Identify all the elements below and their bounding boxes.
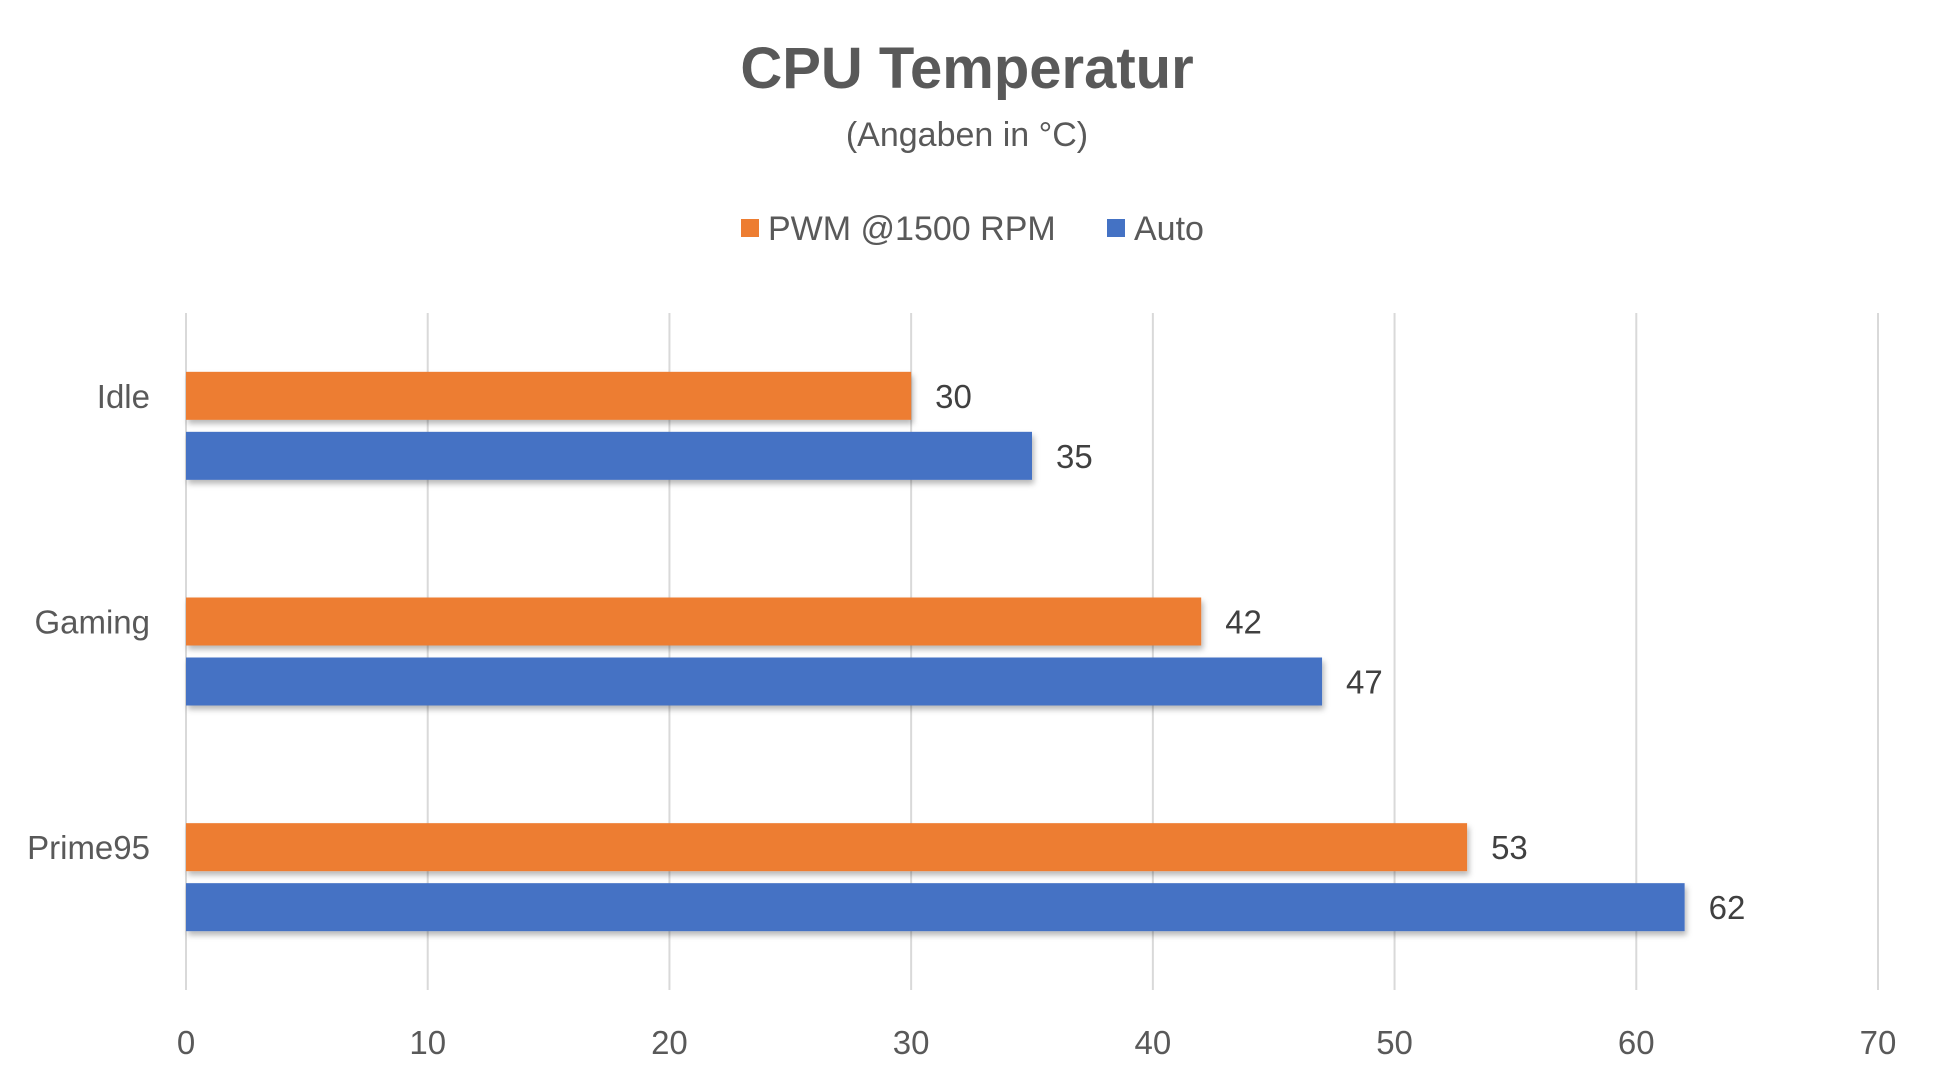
data-label-prime95-pwm: 53 [1491, 829, 1528, 866]
bars [186, 371, 1685, 932]
bar-idle-auto [186, 431, 1032, 480]
data-labels: 30 35 42 47 53 62 [935, 378, 1745, 926]
category-label-prime95: Prime95 [27, 829, 150, 866]
x-tick-label-50: 50 [1376, 1024, 1413, 1061]
bar-prime95-pwm [186, 823, 1468, 872]
x-tick-label-40: 40 [1134, 1024, 1171, 1061]
data-label-idle-pwm: 30 [935, 378, 972, 415]
data-label-gaming-pwm: 42 [1225, 604, 1262, 641]
legend-swatch-auto [1107, 219, 1125, 237]
category-label-gaming: Gaming [34, 604, 150, 641]
category-labels: Idle Gaming Prime95 [27, 378, 150, 866]
x-tick-label-20: 20 [651, 1024, 688, 1061]
gridlines [185, 313, 1879, 990]
legend-label-auto: Auto [1134, 210, 1204, 248]
category-label-idle: Idle [97, 378, 150, 415]
chart-title: CPU Temperatur [740, 36, 1193, 101]
x-tick-label-30: 30 [893, 1024, 930, 1061]
legend-swatch-pwm [741, 219, 759, 237]
data-label-gaming-auto: 47 [1346, 664, 1383, 701]
bar-gaming-auto [186, 657, 1323, 706]
data-label-idle-auto: 35 [1056, 438, 1093, 475]
x-tick-label-70: 70 [1860, 1024, 1897, 1061]
x-axis-ticks: 0 10 20 30 40 50 60 70 [177, 1024, 1897, 1061]
legend: PWM @1500 RPM Auto [741, 210, 1204, 248]
legend-label-pwm: PWM @1500 RPM [768, 210, 1056, 248]
x-tick-label-0: 0 [177, 1024, 195, 1061]
bar-prime95-auto [186, 883, 1685, 932]
data-label-prime95-auto: 62 [1709, 889, 1746, 926]
x-tick-label-10: 10 [409, 1024, 446, 1061]
bar-idle-pwm [186, 371, 912, 420]
x-tick-label-60: 60 [1618, 1024, 1655, 1061]
chart-subtitle: (Angaben in °C) [846, 116, 1088, 154]
bar-gaming-pwm [186, 597, 1202, 646]
